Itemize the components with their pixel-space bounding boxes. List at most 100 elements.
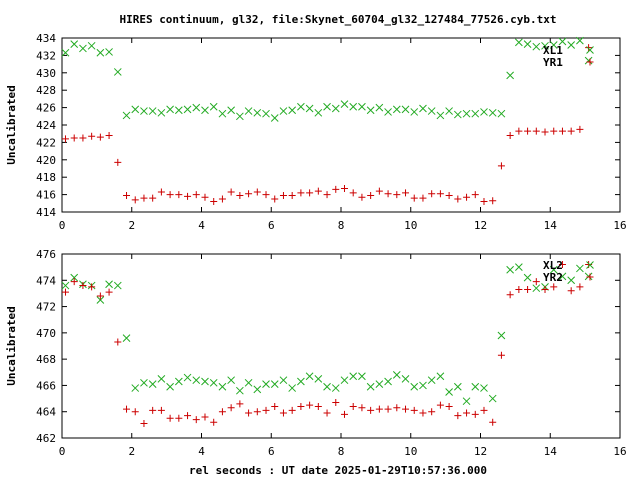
data-point [558, 272, 567, 281]
data-point [375, 405, 383, 413]
data-point [419, 194, 427, 202]
y-tick-label: 476 [36, 248, 56, 261]
y-tick-label: 432 [36, 49, 56, 62]
data-point [506, 131, 514, 139]
data-point [96, 292, 104, 300]
y-tick-label: 424 [36, 119, 56, 132]
data-point [79, 44, 87, 53]
legend-label: YR2 [543, 271, 563, 284]
data-point [549, 41, 558, 49]
data-point [87, 41, 96, 50]
data-point [140, 107, 148, 115]
data-point [549, 265, 558, 274]
data-point [515, 285, 523, 293]
data-point [576, 36, 584, 45]
x-tick-label: 0 [59, 445, 66, 458]
data-point [463, 193, 471, 201]
data-point [131, 105, 140, 114]
data-point [306, 401, 314, 409]
data-point [401, 105, 410, 114]
data-point [367, 406, 375, 414]
data-point [288, 106, 297, 115]
data-point [244, 378, 253, 387]
data-point [105, 131, 113, 139]
data-point [131, 384, 140, 392]
data-point [305, 104, 314, 113]
data-point [497, 351, 505, 359]
data-point [184, 412, 192, 420]
data-point [419, 381, 427, 390]
data-point [70, 40, 79, 48]
data-point [122, 334, 131, 342]
y-tick-label: 472 [36, 301, 56, 314]
data-point [279, 107, 288, 115]
data-point [480, 108, 488, 116]
data-point [262, 380, 270, 388]
data-point [192, 416, 200, 424]
data-point [480, 384, 488, 392]
data-point [384, 190, 392, 198]
x-tick-label: 14 [544, 445, 558, 458]
y-tick-label: 470 [36, 327, 56, 340]
y-tick-label: 434 [36, 32, 56, 45]
data-point [183, 373, 192, 382]
data-point [488, 108, 497, 117]
data-point [419, 104, 427, 113]
chart-title: HIRES continuum, gl32, file:Skynet_60704… [119, 13, 556, 26]
data-point [427, 107, 436, 115]
legend-marker [586, 273, 594, 281]
data-point [262, 191, 270, 199]
data-point [567, 127, 575, 135]
data-point [567, 276, 576, 285]
y-tick-label: 414 [36, 206, 56, 219]
data-point [70, 278, 78, 286]
data-point [436, 190, 444, 198]
x-tick-label: 4 [198, 445, 205, 458]
x-tick-label: 14 [544, 219, 558, 232]
data-point [253, 188, 261, 196]
data-point [445, 107, 453, 115]
x-tick-label: 4 [198, 219, 205, 232]
data-point [123, 405, 131, 413]
y-axis-label: Uncalibrated [5, 306, 18, 385]
data-point [140, 378, 148, 387]
data-point [410, 108, 419, 116]
data-point [183, 105, 192, 114]
data-point [366, 106, 375, 115]
data-point [489, 197, 497, 205]
data-point [488, 394, 497, 403]
data-point [192, 376, 201, 385]
y-tick-label: 474 [36, 274, 56, 287]
data-point [218, 195, 226, 203]
x-tick-label: 10 [404, 219, 417, 232]
data-point [218, 109, 227, 118]
panel-bottom: 0 2 4 6 8 10 12 14 16462464466468470472474476Unc… [5, 248, 627, 458]
data-point [114, 158, 122, 166]
data-point [227, 404, 235, 412]
data-point [61, 135, 69, 143]
data-point [157, 108, 166, 117]
data-point [279, 409, 287, 417]
data-point [70, 273, 79, 282]
y-tick-label: 422 [36, 136, 56, 149]
data-point [201, 106, 209, 115]
data-point [515, 38, 523, 47]
x-tick-label: 8 [338, 219, 345, 232]
data-point [105, 280, 113, 289]
y-tick-label: 418 [36, 171, 56, 184]
x-tick-label: 2 [128, 219, 135, 232]
data-point [392, 371, 401, 379]
data-point [166, 191, 174, 199]
data-point [245, 190, 253, 198]
data-point [550, 283, 558, 291]
data-point [297, 377, 305, 386]
data-point [358, 102, 366, 111]
data-point [174, 106, 183, 115]
data-point [218, 382, 227, 391]
data-point [584, 272, 593, 281]
data-point [227, 106, 235, 115]
y-tick-label: 464 [36, 406, 56, 419]
data-point [314, 402, 322, 410]
data-point [323, 191, 331, 199]
